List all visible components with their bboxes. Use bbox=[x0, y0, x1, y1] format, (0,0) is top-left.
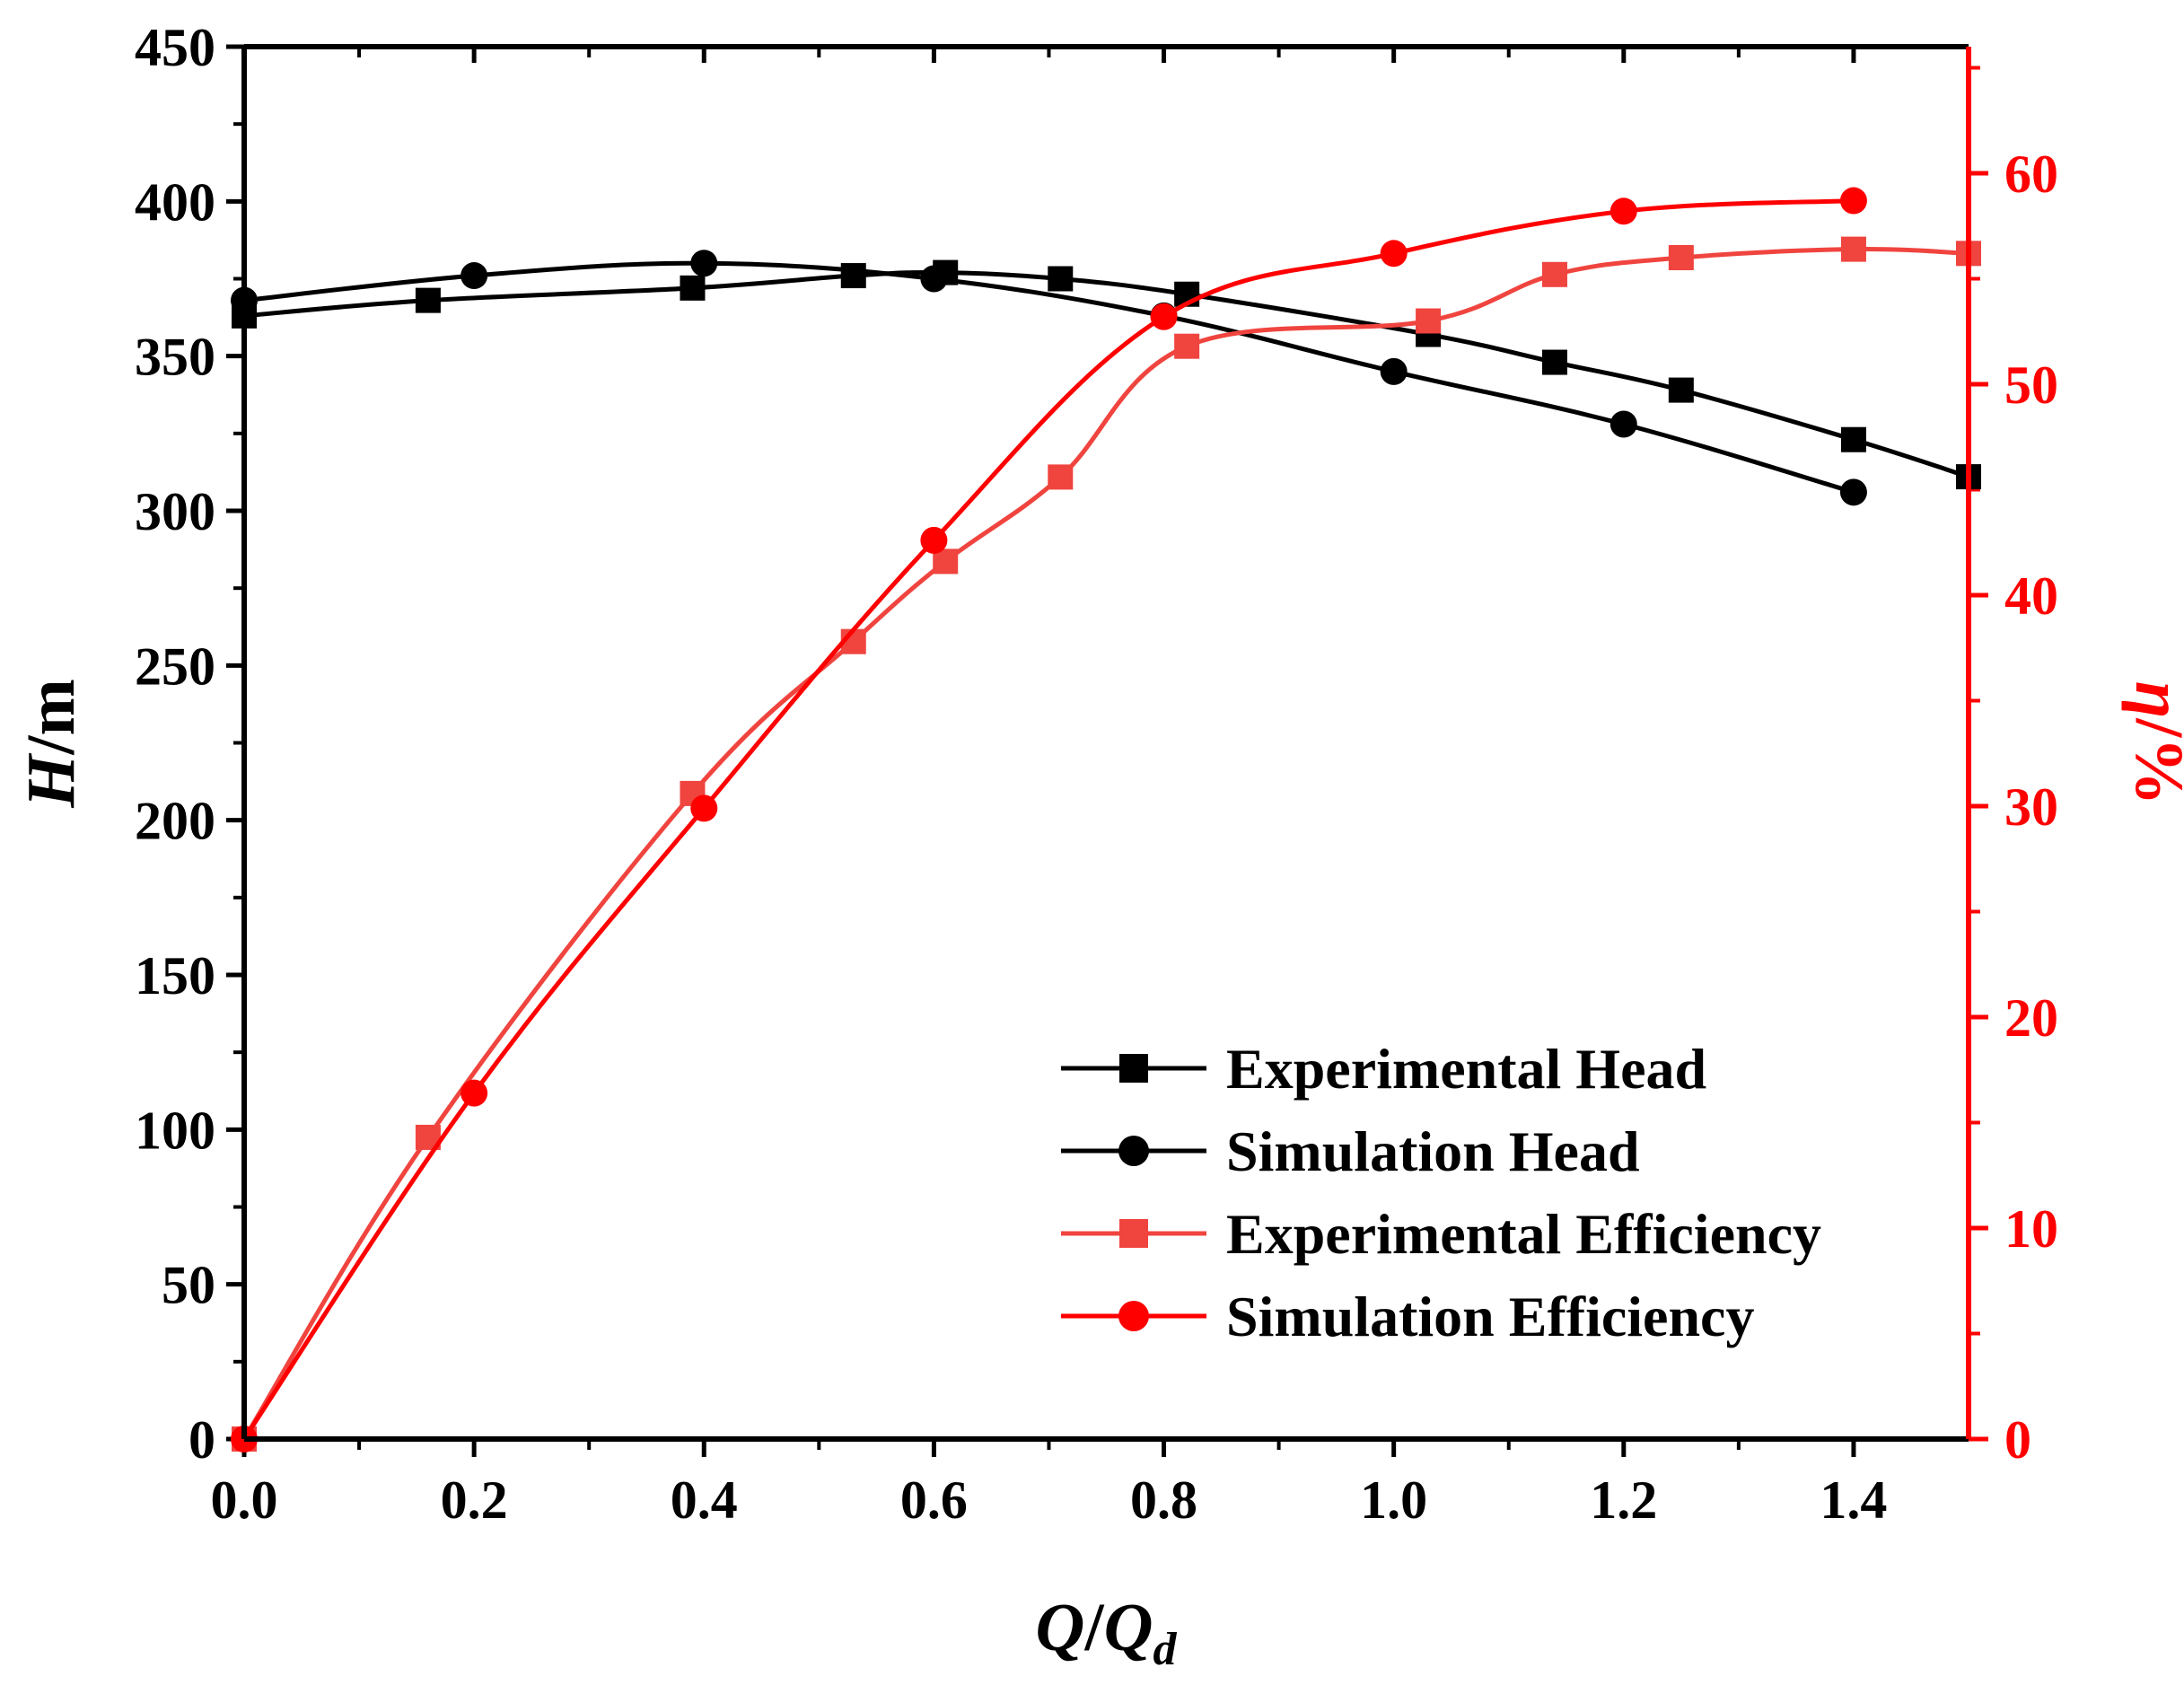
x-axis-title: Q/Qd bbox=[1036, 1590, 1178, 1675]
data-point-experimental-efficiency bbox=[1416, 308, 1442, 334]
data-point-experimental-efficiency bbox=[1840, 236, 1866, 262]
data-point-simulation-head bbox=[920, 265, 948, 293]
x-tick-label: 0.0 bbox=[211, 1470, 278, 1530]
legend-entry-experimental-efficiency: Experimental Efficiency bbox=[1061, 1202, 1821, 1266]
y-right-tick-label: 0 bbox=[2004, 1410, 2031, 1470]
data-point-simulation-head bbox=[1839, 478, 1867, 506]
y-left-tick-label: 400 bbox=[135, 172, 215, 232]
data-point-simulation-efficiency bbox=[690, 794, 718, 822]
data-point-simulation-efficiency bbox=[1839, 187, 1867, 215]
data-point-experimental-head bbox=[1668, 377, 1694, 403]
legend-entry-simulation-head: Simulation Head bbox=[1061, 1119, 1640, 1183]
x-tick-label: 0.6 bbox=[900, 1470, 968, 1530]
data-point-simulation-efficiency bbox=[1380, 240, 1408, 268]
y-left-tick-label: 150 bbox=[135, 946, 215, 1005]
data-point-experimental-efficiency bbox=[1048, 464, 1074, 490]
data-point-experimental-head bbox=[1541, 349, 1567, 375]
data-point-simulation-efficiency bbox=[1609, 197, 1637, 225]
x-tick-label: 1.0 bbox=[1360, 1470, 1427, 1530]
data-point-experimental-head bbox=[415, 287, 441, 313]
x-tick-label: 1.2 bbox=[1590, 1470, 1657, 1530]
x-tick-label: 1.4 bbox=[1820, 1470, 1887, 1530]
series-line-simulation-head bbox=[243, 260, 1855, 495]
data-point-experimental-efficiency bbox=[1541, 261, 1567, 287]
y-right-tick-label: 50 bbox=[2004, 355, 2058, 415]
legend-marker-circle bbox=[1118, 1136, 1149, 1166]
y-left-tick-label: 450 bbox=[135, 18, 215, 77]
data-point-simulation-head bbox=[690, 250, 718, 277]
data-point-experimental-efficiency bbox=[1668, 245, 1694, 270]
y-left-tick-label: 250 bbox=[135, 636, 215, 696]
data-point-experimental-head bbox=[1048, 266, 1074, 292]
series-layer bbox=[231, 187, 1981, 1452]
x-tick-label: 0.2 bbox=[441, 1470, 508, 1530]
data-point-simulation-head bbox=[460, 262, 488, 290]
data-point-simulation-efficiency bbox=[920, 526, 948, 554]
legend-label: Simulation Efficiency bbox=[1226, 1285, 1754, 1348]
y-left-tick-label: 300 bbox=[135, 482, 215, 541]
x-tick-label: 0.8 bbox=[1130, 1470, 1197, 1530]
y-left-tick-label: 0 bbox=[189, 1410, 215, 1470]
legend-marker-square bbox=[1119, 1054, 1148, 1083]
y-right-tick-label: 20 bbox=[2004, 988, 2058, 1048]
data-point-experimental-head bbox=[680, 275, 706, 301]
x-tick-label: 0.4 bbox=[671, 1470, 738, 1530]
tick-layer: 0.0 0.2 0.4 0.6 0.8 1.0 1.2 1.40501001502002503… bbox=[135, 18, 2058, 1530]
y-right-axis-title: η/% bbox=[2121, 681, 2184, 806]
data-point-experimental-head bbox=[840, 263, 866, 289]
data-point-experimental-head bbox=[1840, 426, 1866, 452]
data-point-simulation-efficiency bbox=[1150, 303, 1178, 330]
y-left-axis-title: H/m bbox=[13, 679, 89, 809]
legend-marker-circle bbox=[1118, 1301, 1149, 1331]
y-left-tick-label: 200 bbox=[135, 792, 215, 851]
y-right-tick-label: 10 bbox=[2004, 1199, 2058, 1259]
y-left-tick-label: 100 bbox=[135, 1101, 215, 1160]
data-point-experimental-efficiency bbox=[1174, 333, 1200, 359]
data-point-simulation-head bbox=[1380, 357, 1408, 385]
y-right-tick-label: 30 bbox=[2004, 777, 2058, 837]
legend-label: Simulation Head bbox=[1226, 1119, 1640, 1183]
y-left-tick-label: 350 bbox=[135, 328, 215, 387]
y-right-tick-label: 60 bbox=[2004, 145, 2058, 204]
legend-entry-simulation-efficiency: Simulation Efficiency bbox=[1061, 1285, 1754, 1348]
legend-entry-experimental-head: Experimental Head bbox=[1061, 1037, 1706, 1101]
y-left-tick-label: 50 bbox=[162, 1256, 215, 1315]
legend-label: Experimental Head bbox=[1226, 1037, 1706, 1101]
data-point-simulation-efficiency bbox=[460, 1079, 488, 1107]
legend-marker-square bbox=[1119, 1219, 1148, 1248]
y-right-tick-label: 40 bbox=[2004, 566, 2058, 626]
data-point-simulation-head bbox=[1609, 410, 1637, 438]
axes-layer bbox=[241, 44, 1971, 1442]
legend-label: Experimental Efficiency bbox=[1226, 1202, 1821, 1266]
legend: Experimental Head Simulation Head Experi… bbox=[1061, 1037, 1821, 1348]
